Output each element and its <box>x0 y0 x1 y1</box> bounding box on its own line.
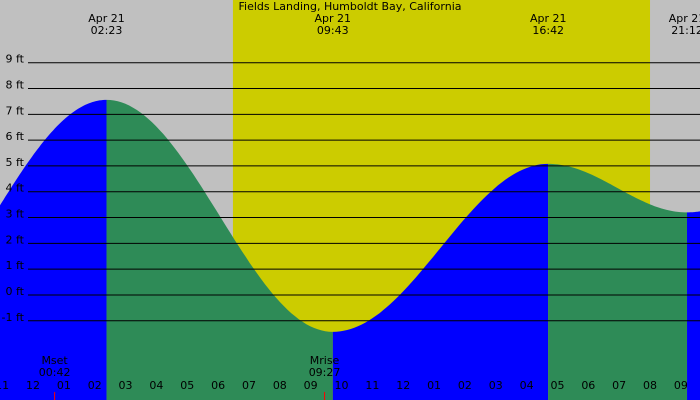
y-tick-label: 7 ft <box>6 104 25 117</box>
hour-label: 03 <box>119 379 133 392</box>
y-tick-label: 8 ft <box>6 79 25 92</box>
hour-label: 02 <box>88 379 102 392</box>
hour-label: 02 <box>458 379 472 392</box>
event-time: 16:42 <box>532 24 564 37</box>
tide-area <box>687 211 700 400</box>
hour-label: 04 <box>520 379 534 392</box>
hour-label: 12 <box>26 379 40 392</box>
moon-time: 09:27 <box>309 366 341 379</box>
event-date: Apr 21 <box>530 12 567 25</box>
y-tick-label: 6 ft <box>6 130 25 143</box>
y-tick-label: 1 ft <box>6 259 25 272</box>
hour-label: 07 <box>242 379 256 392</box>
y-tick-label: 9 ft <box>6 53 25 66</box>
moon-label: Mrise <box>310 354 340 367</box>
y-tick-label: 5 ft <box>6 156 25 169</box>
hour-label: 06 <box>581 379 595 392</box>
tide-area <box>548 163 688 400</box>
y-tick-label: 3 ft <box>6 208 25 221</box>
event-time: 21:12 <box>671 24 700 37</box>
moon-time: 00:42 <box>39 366 71 379</box>
hour-label: 09 <box>674 379 688 392</box>
hour-label: 07 <box>612 379 626 392</box>
tide-area <box>332 163 549 400</box>
moon-label: Mset <box>41 354 68 367</box>
hour-label: 08 <box>273 379 287 392</box>
hour-label: 10 <box>335 379 349 392</box>
chart-title: Fields Landing, Humboldt Bay, California <box>239 0 462 13</box>
hour-label: 09 <box>304 379 318 392</box>
event-date: Apr 21 <box>88 12 125 25</box>
hour-label: 11 <box>365 379 379 392</box>
hour-label: 01 <box>427 379 441 392</box>
y-tick-label: 0 ft <box>6 285 25 298</box>
hour-label: 11 <box>0 379 9 392</box>
event-time: 09:43 <box>317 24 349 37</box>
hour-label: 05 <box>550 379 564 392</box>
event-time: 02:23 <box>91 24 123 37</box>
hour-label: 03 <box>489 379 503 392</box>
hour-label: 01 <box>57 379 71 392</box>
y-tick-label: 2 ft <box>6 233 25 246</box>
tide-area <box>0 99 107 400</box>
event-date: Apr 21 <box>315 12 352 25</box>
hour-label: 04 <box>149 379 163 392</box>
y-tick-label: -1 ft <box>2 311 25 324</box>
y-tick-label: 4 ft <box>6 182 25 195</box>
hour-label: 05 <box>180 379 194 392</box>
hour-label: 12 <box>396 379 410 392</box>
hour-label: 08 <box>643 379 657 392</box>
event-date: Apr 21 <box>669 12 700 25</box>
tide-area <box>106 99 333 400</box>
hour-label: 06 <box>211 379 225 392</box>
